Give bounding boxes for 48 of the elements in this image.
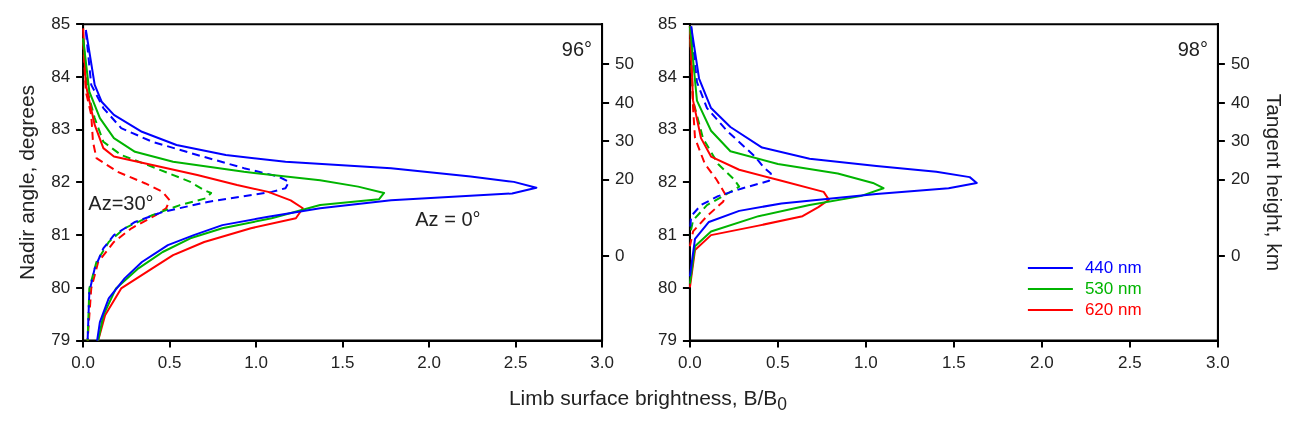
x-tick-label: 3.0 [590, 353, 614, 373]
y-tick-label: 79 [657, 330, 677, 350]
y2-tick-label: 0 [1230, 245, 1241, 265]
y-tick-label: 79 [51, 330, 71, 350]
y-tick-label: 82 [51, 172, 71, 192]
y-tick-label: 84 [51, 66, 71, 86]
y2-tick-label: 40 [1230, 92, 1250, 112]
x-tick-label: 1.0 [854, 353, 878, 373]
legend-label: 440 nm [1084, 257, 1142, 277]
y-tick-label: 85 [51, 13, 71, 33]
y2-tick-label: 50 [615, 54, 635, 74]
annotation: Az = 0° [415, 207, 481, 230]
x-tick-label: 1.5 [942, 353, 966, 373]
x-tick-label: 0.0 [678, 353, 702, 373]
y-tick-label: 83 [657, 119, 677, 139]
legend-label: 530 nm [1084, 278, 1142, 298]
x-tick-label: 2.5 [503, 353, 528, 373]
y-tick-label: 82 [657, 172, 677, 192]
annotation: 96° [561, 37, 593, 60]
y-tick-label: 83 [51, 119, 71, 139]
x-tick-label: 1.5 [330, 353, 355, 373]
x-tick-label: 2.5 [1118, 353, 1142, 373]
x-axis-title: Limb surface brightness, B/B$_{0}$ [507, 386, 789, 416]
x-tick-label: 0.0 [71, 353, 95, 373]
x-tick-label: 1.0 [244, 353, 268, 373]
y-axis-title: Nadir angle, degrees [15, 84, 39, 280]
x-tick-label: 2.0 [417, 353, 441, 373]
y2-tick-label: 20 [1230, 169, 1250, 189]
y-tick-label: 81 [657, 224, 677, 244]
x-tick-label: 2.0 [1030, 353, 1054, 373]
x-tick-label: 0.5 [157, 353, 182, 373]
annotation: Az=30° [88, 192, 154, 215]
annotation: 98° [1177, 37, 1208, 60]
y2-tick-label: 30 [1230, 130, 1250, 150]
y2-tick-label: 20 [615, 169, 635, 189]
y2-tick-label: 30 [615, 130, 635, 150]
y-tick-label: 80 [657, 277, 677, 297]
y-tick-label: 85 [657, 13, 677, 33]
y2-tick-label: 0 [615, 245, 625, 265]
y2-axis-title: Tangent height, km [1262, 93, 1286, 272]
x-tick-label: 3.0 [1206, 353, 1230, 373]
y-tick-label: 80 [51, 277, 71, 297]
x-tick-label: 0.5 [766, 353, 790, 373]
legend-label: 620 nm [1084, 299, 1142, 319]
y-tick-label: 84 [657, 66, 677, 86]
y2-tick-label: 50 [1230, 54, 1250, 74]
y-tick-label: 81 [51, 224, 71, 244]
y2-tick-label: 40 [615, 92, 635, 112]
